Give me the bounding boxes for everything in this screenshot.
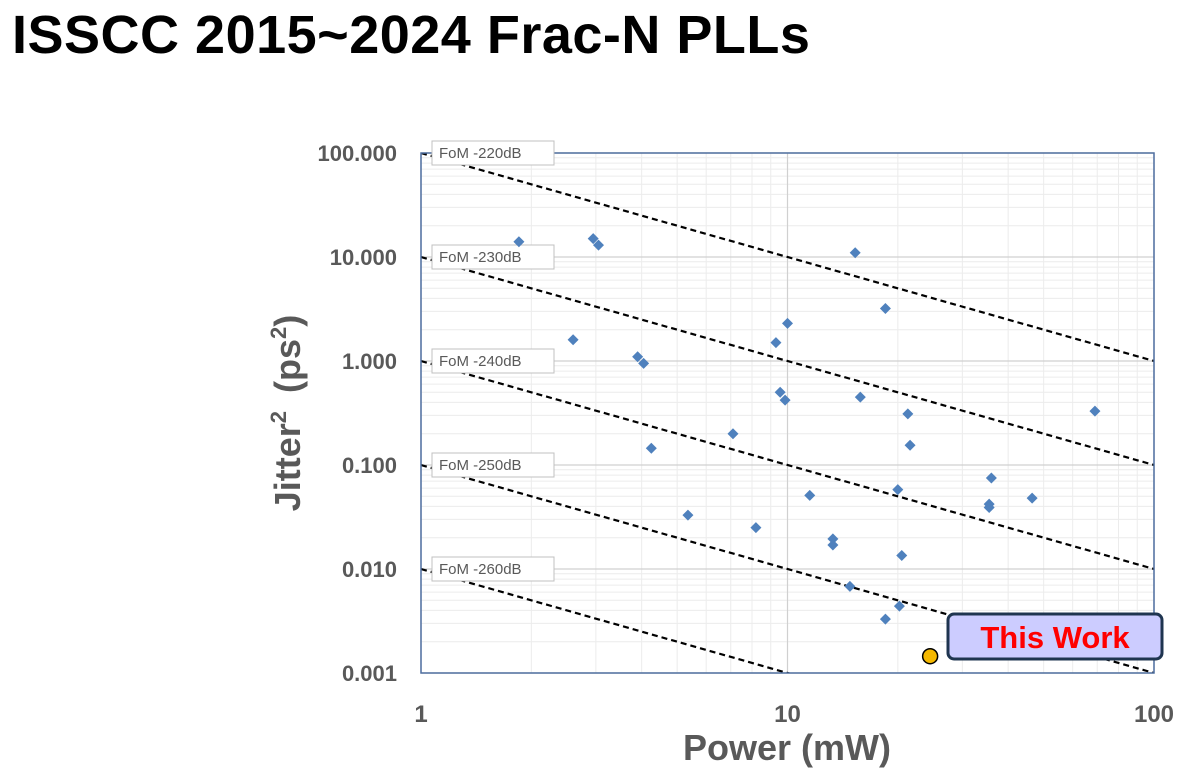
data-point (592, 239, 604, 251)
y-tick-label: 0.010 (342, 557, 397, 582)
fom-label-box (431, 556, 555, 582)
fom-label: FoM -230dB (439, 249, 522, 266)
plot-border (420, 152, 1155, 674)
data-point (779, 394, 791, 406)
data-points (513, 233, 1101, 665)
data-point (774, 386, 786, 398)
this-work-annotation: This Work (946, 612, 1164, 661)
data-point (727, 428, 739, 440)
this-work-box (946, 612, 1164, 661)
fom-labels: FoM -220dB FoM -230dB FoM -240dB FoM -250dB… (431, 140, 555, 582)
fom-label-box (431, 244, 555, 270)
page-title: ISSCC 2015~2024 Frac-N PLLs (12, 5, 811, 65)
y-axis-title-unit-sup: 2 (266, 327, 291, 339)
data-point (849, 247, 861, 259)
y-tick-label: 0.100 (342, 453, 397, 478)
fom-label-box (431, 348, 555, 374)
y-axis-title-unit-close: ) (267, 315, 308, 327)
data-point (879, 613, 891, 625)
data-point (844, 580, 856, 592)
data-point (770, 337, 782, 349)
y-axis-title: Jitter2(ps2) (266, 315, 308, 512)
data-point (782, 317, 793, 329)
x-axis-ticks: 1 10 100 (414, 701, 1174, 728)
data-point (827, 533, 839, 545)
fom-label: FoM -250dB (439, 457, 522, 474)
y-axis-title-main: Jitter (267, 423, 308, 511)
x-tick-label: 1 (414, 701, 427, 728)
x-axis-title: Power (mW) (683, 727, 891, 768)
data-point (567, 334, 579, 346)
data-point (587, 233, 599, 245)
data-point (904, 439, 916, 451)
fom-label: FoM -240dB (439, 353, 522, 370)
data-point (804, 489, 816, 501)
fom-line (421, 153, 1154, 363)
x-tick-label: 10 (774, 701, 801, 728)
y-tick-label: 100.000 (317, 141, 397, 166)
y-axis-ticks: 100.000 10.000 1.000 0.100 0.010 0.001 (317, 141, 397, 686)
fom-line (421, 255, 1154, 467)
data-point (682, 509, 694, 521)
data-point (896, 549, 908, 561)
data-point (893, 600, 905, 612)
data-point (854, 391, 866, 403)
fom-line (421, 359, 1154, 571)
data-point (645, 442, 657, 454)
data-point (879, 302, 891, 314)
data-point (1026, 492, 1038, 504)
data-point (632, 351, 644, 363)
data-point (902, 408, 914, 420)
y-tick-label: 10.000 (330, 245, 397, 270)
this-work-point (921, 647, 939, 665)
y-axis-title-unit-open: (ps (267, 339, 308, 393)
data-point (750, 522, 762, 534)
data-point (638, 357, 650, 369)
y-tick-label: 1.000 (342, 349, 397, 374)
data-point (892, 484, 904, 496)
x-tick-label: 100 (1134, 701, 1174, 728)
data-point (1089, 405, 1101, 417)
data-point (513, 236, 525, 248)
data-point (983, 502, 995, 514)
fom-label: FoM -260dB (439, 561, 522, 578)
data-point (827, 539, 839, 551)
y-tick-label: 0.001 (342, 661, 397, 686)
fom-label-box (431, 140, 555, 166)
fom-label-box (431, 452, 555, 478)
data-point (985, 472, 997, 484)
fom-label: FoM -220dB (439, 145, 522, 162)
y-axis-title-sup: 2 (266, 411, 291, 423)
this-work-label: This Work (980, 620, 1130, 655)
